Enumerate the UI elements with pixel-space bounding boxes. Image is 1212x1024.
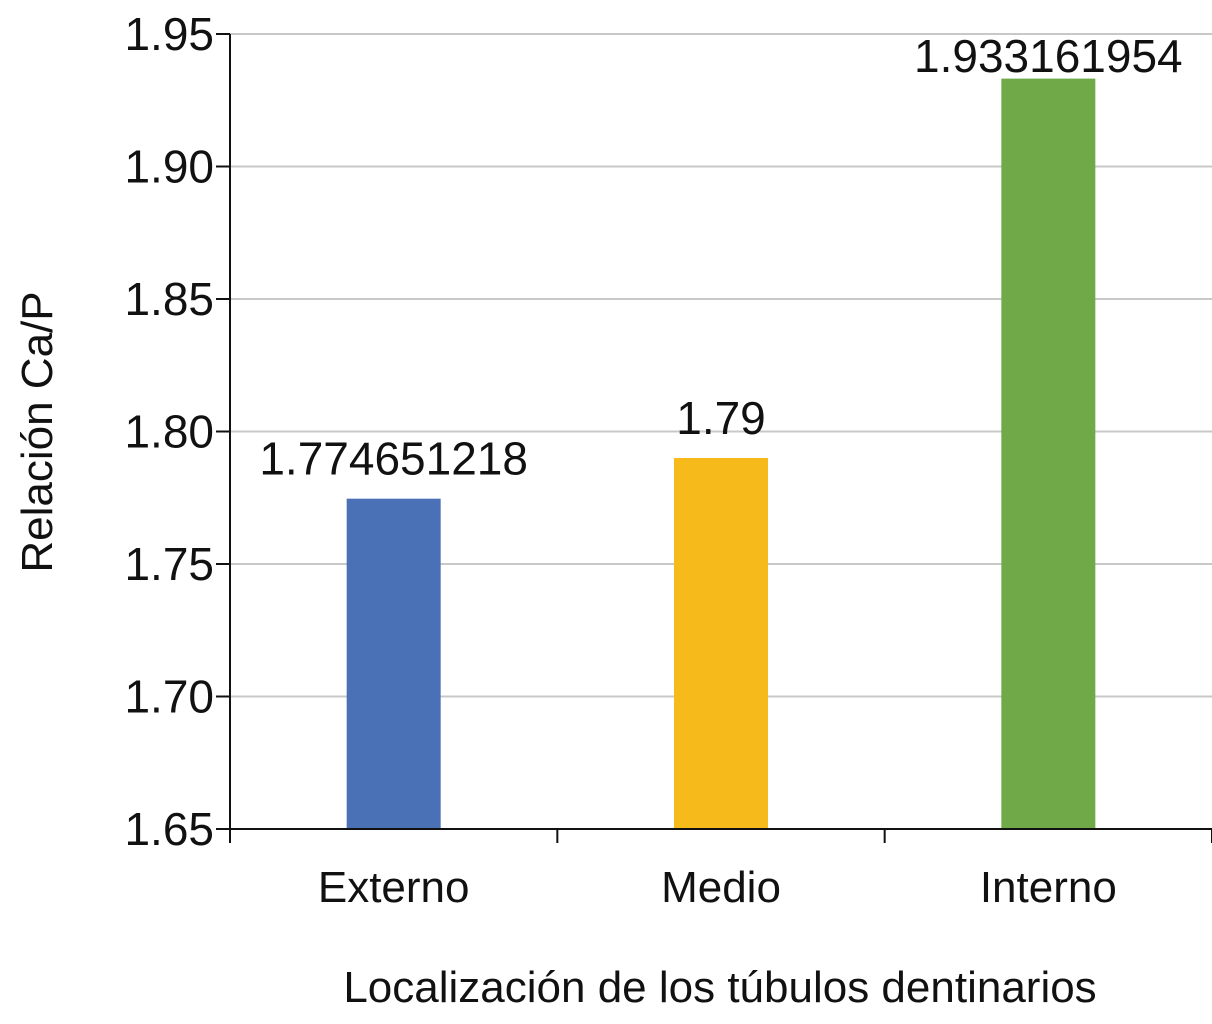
data-labels: 1.774651218 1.79 1.933161954 — [259, 30, 1182, 485]
y-tick-label: 1.85 — [124, 273, 214, 325]
x-category-label: Medio — [661, 863, 781, 912]
bar-interno — [1001, 78, 1096, 829]
data-label: 1.79 — [676, 392, 766, 444]
bars — [346, 78, 1096, 829]
y-tick-label: 1.75 — [124, 538, 214, 590]
bar-externo — [346, 498, 441, 829]
x-category-label: Interno — [980, 863, 1117, 912]
data-label: 1.933161954 — [914, 30, 1183, 82]
y-tick-label: 1.90 — [124, 141, 214, 193]
data-label: 1.774651218 — [259, 433, 528, 485]
y-tick-label: 1.65 — [124, 803, 214, 855]
y-axis-title: Relación Ca/P — [13, 291, 62, 572]
y-tick-label: 1.70 — [124, 671, 214, 723]
y-tick-label: 1.80 — [124, 406, 214, 458]
y-tick-labels: 1.65 1.70 1.75 1.80 1.85 1.90 1.95 — [124, 8, 230, 855]
bar-medio — [674, 458, 768, 829]
x-category-labels: Externo Medio Interno — [229, 829, 1212, 912]
x-axis-title: Localización de los túbulos dentinarios — [343, 963, 1096, 1012]
y-tick-label: 1.95 — [124, 8, 214, 60]
x-category-label: Externo — [318, 863, 470, 912]
